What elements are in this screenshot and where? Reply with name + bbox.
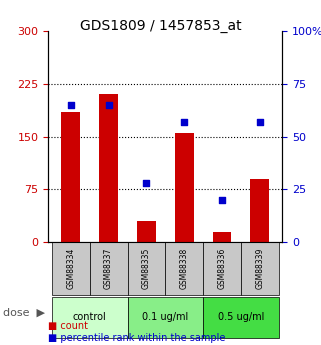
Text: dose  ▶: dose ▶ bbox=[3, 307, 45, 317]
Point bbox=[106, 102, 111, 108]
Bar bbox=[99, 95, 118, 242]
Text: 0.1 ug/ml: 0.1 ug/ml bbox=[142, 313, 188, 323]
FancyBboxPatch shape bbox=[90, 242, 127, 295]
Bar bbox=[250, 179, 269, 242]
Text: GSM88337: GSM88337 bbox=[104, 248, 113, 289]
Text: GDS1809 / 1457853_at: GDS1809 / 1457853_at bbox=[80, 19, 241, 33]
FancyBboxPatch shape bbox=[127, 297, 203, 338]
Text: 0.5 ug/ml: 0.5 ug/ml bbox=[218, 313, 264, 323]
Point bbox=[144, 180, 149, 186]
FancyBboxPatch shape bbox=[241, 242, 279, 295]
Text: GSM88339: GSM88339 bbox=[255, 248, 264, 289]
Text: GSM88335: GSM88335 bbox=[142, 248, 151, 289]
Text: control: control bbox=[73, 313, 107, 323]
Text: GSM88336: GSM88336 bbox=[218, 248, 227, 289]
Bar bbox=[61, 112, 80, 242]
FancyBboxPatch shape bbox=[203, 297, 279, 338]
Point bbox=[68, 102, 74, 108]
Text: ■ count: ■ count bbox=[48, 321, 88, 331]
Bar bbox=[213, 231, 231, 242]
Point bbox=[182, 119, 187, 125]
FancyBboxPatch shape bbox=[203, 242, 241, 295]
FancyBboxPatch shape bbox=[165, 242, 203, 295]
Text: ■ percentile rank within the sample: ■ percentile rank within the sample bbox=[48, 333, 226, 343]
FancyBboxPatch shape bbox=[127, 242, 165, 295]
FancyBboxPatch shape bbox=[52, 297, 127, 338]
FancyBboxPatch shape bbox=[52, 242, 90, 295]
Text: GSM88334: GSM88334 bbox=[66, 248, 75, 289]
Bar bbox=[137, 221, 156, 242]
Point bbox=[220, 197, 225, 203]
Point bbox=[257, 119, 262, 125]
Bar bbox=[175, 133, 194, 242]
Text: GSM88338: GSM88338 bbox=[180, 248, 189, 289]
